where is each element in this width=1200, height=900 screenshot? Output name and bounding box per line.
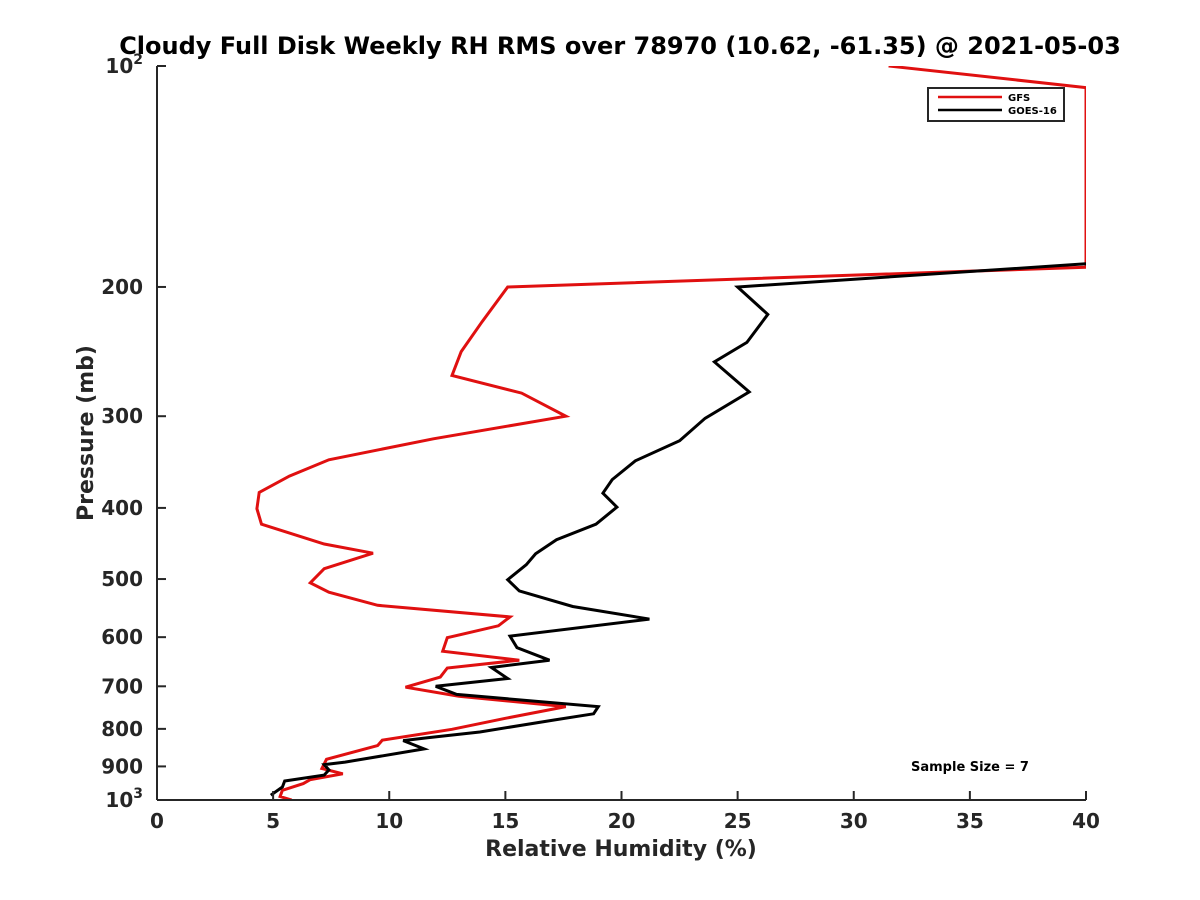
y-tick-label: 800 — [101, 717, 143, 741]
y-tick-label: 500 — [101, 567, 143, 591]
y-tick-exponent: 2 — [133, 52, 143, 68]
y-axis-ticks: 102 200 300 400 500 600 700 800 900 103 — [101, 52, 166, 812]
chart-title: Cloudy Full Disk Weekly RH RMS over 7897… — [119, 32, 1121, 60]
x-axis-label: Relative Humidity (%) — [485, 837, 757, 862]
y-tick-label: 102 — [105, 52, 143, 78]
legend-label-gfs: GFS — [1008, 93, 1030, 104]
x-tick-label: 30 — [840, 809, 868, 833]
sample-size-annotation: Sample Size = 7 — [911, 760, 1029, 775]
y-tick-label: 700 — [101, 674, 143, 698]
x-tick-label: 15 — [491, 809, 519, 833]
series-layer — [255, 66, 1086, 800]
legend: GFS GOES-16 — [927, 87, 1065, 122]
y-axis-label: Pressure (mb) — [74, 345, 99, 521]
legend-box — [927, 87, 1065, 122]
x-tick-label: 5 — [266, 809, 280, 833]
legend-label-goes-16: GOES-16 — [1008, 106, 1057, 117]
x-tick-label: 10 — [375, 809, 403, 833]
y-tick-exponent: 3 — [133, 786, 143, 802]
series-line-goes-16 — [269, 262, 1086, 797]
x-tick-label: 0 — [150, 809, 164, 833]
y-tick-label: 300 — [101, 404, 143, 428]
y-tick-label: 103 — [105, 786, 143, 812]
x-tick-label: 25 — [724, 809, 752, 833]
y-tick-label: 600 — [101, 625, 143, 649]
y-tick-label: 400 — [101, 496, 143, 520]
series-line-gfs — [255, 66, 1086, 800]
y-tick-label: 200 — [101, 275, 143, 299]
x-tick-label: 40 — [1072, 809, 1100, 833]
y-tick-label: 900 — [101, 754, 143, 778]
x-axis-ticks: 0 5 10 15 20 25 30 35 40 — [150, 791, 1100, 833]
x-tick-label: 20 — [608, 809, 636, 833]
x-tick-label: 35 — [956, 809, 984, 833]
